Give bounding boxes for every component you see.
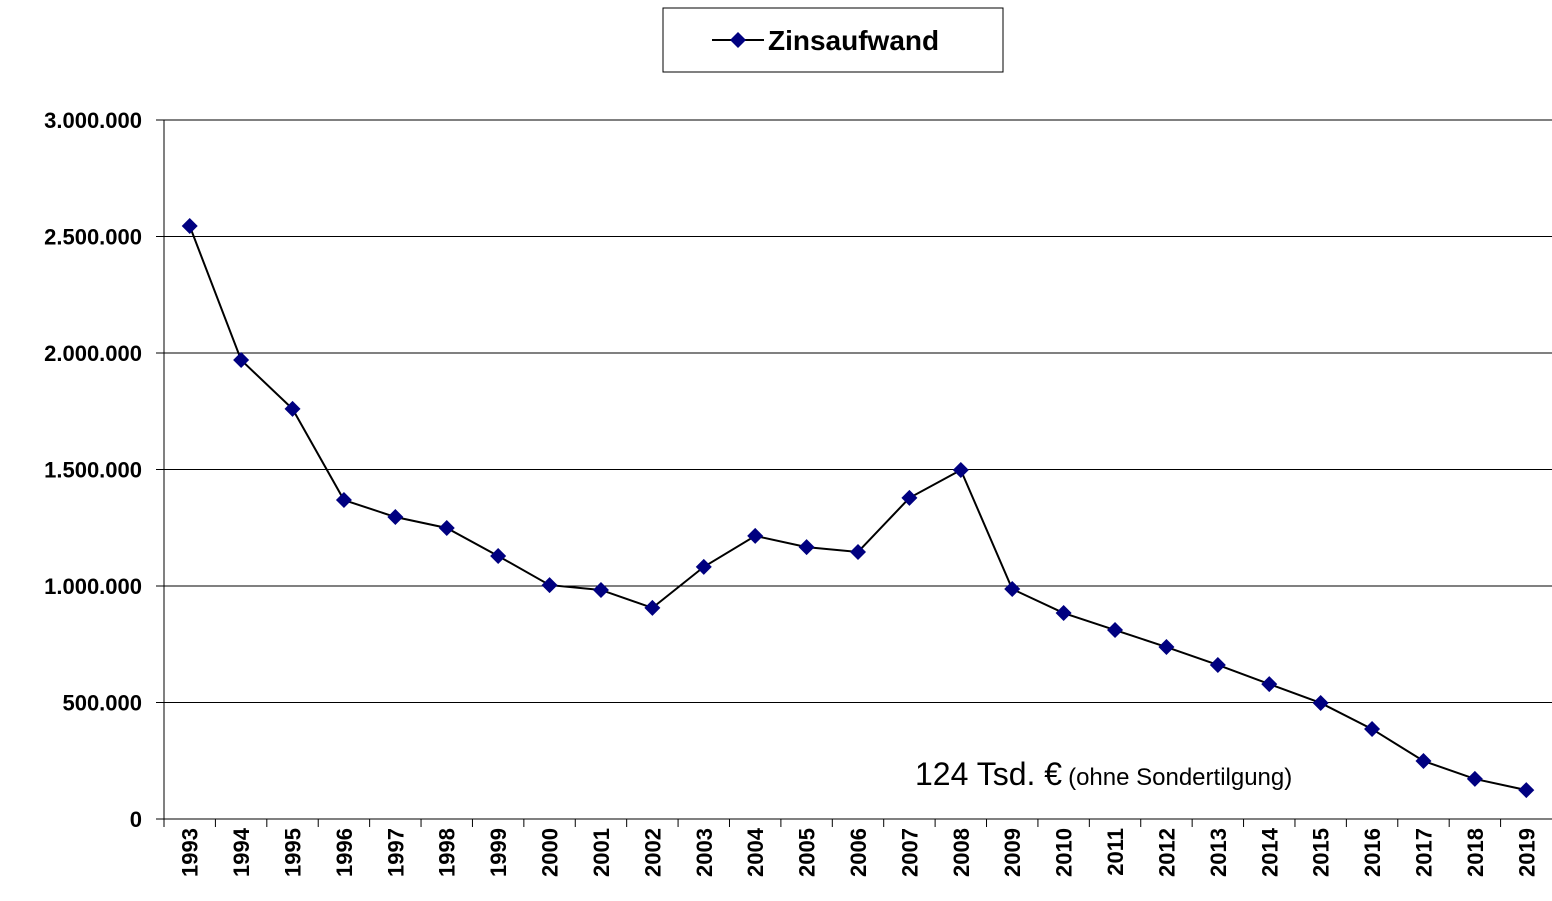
annotation-main: 124 Tsd. € [915, 756, 1062, 792]
y-tick-label: 500.000 [62, 691, 142, 716]
x-tick-label: 2014 [1257, 827, 1282, 877]
x-tick-label: 2005 [795, 828, 820, 877]
y-tick-label: 1.000.000 [44, 574, 142, 599]
data-point [1158, 639, 1175, 656]
x-tick-label: 2003 [692, 828, 717, 877]
x-tick-label: 2000 [538, 828, 563, 877]
y-tick-label: 2.000.000 [44, 341, 142, 366]
x-tick-label: 2002 [640, 828, 665, 877]
data-point [181, 218, 198, 235]
x-tick-label: 2012 [1154, 828, 1179, 877]
x-tick-label: 2017 [1411, 828, 1436, 877]
data-point [747, 527, 764, 544]
data-point [592, 581, 609, 598]
data-point [438, 519, 455, 536]
x-tick-label: 2018 [1463, 828, 1488, 877]
data-point [850, 543, 866, 560]
data-point [1004, 581, 1021, 598]
x-tick-label: 2019 [1514, 828, 1539, 877]
x-tick-label: 2001 [589, 828, 614, 877]
data-point [644, 599, 661, 616]
data-point [335, 492, 352, 509]
data-point [1364, 721, 1381, 738]
data-point [1518, 782, 1535, 799]
data-point [233, 351, 250, 368]
y-tick-label: 1.500.000 [44, 458, 142, 483]
x-tick-label: 2015 [1309, 828, 1334, 877]
data-point [490, 547, 507, 564]
x-tick-label: 1997 [383, 828, 408, 877]
x-tick-label: 1993 [178, 828, 203, 877]
data-point [541, 577, 558, 594]
data-point [1261, 676, 1278, 693]
x-tick-label: 1994 [229, 827, 254, 877]
data-point [284, 400, 301, 417]
data-point [1466, 770, 1483, 787]
data-point [1312, 694, 1329, 711]
x-tick-label: 2013 [1206, 828, 1231, 877]
data-point [1415, 752, 1432, 769]
legend-label: Zinsaufwand [768, 25, 939, 56]
x-tick-label: 2009 [1000, 828, 1025, 877]
x-tick-label: 2007 [897, 828, 922, 877]
data-point [1055, 605, 1072, 622]
data-point [952, 461, 969, 478]
data-point [1107, 622, 1124, 639]
x-tick-label: 2016 [1360, 828, 1385, 877]
x-tick-label: 2004 [743, 827, 768, 877]
legend-marker [730, 32, 746, 48]
x-tick-label: 1996 [332, 828, 357, 877]
y-tick-label: 0 [130, 807, 142, 832]
annotation-note: (ohne Sondertilgung) [1068, 764, 1292, 791]
data-point [387, 509, 404, 526]
annotation: 124 Tsd. € (ohne Sondertilgung) [915, 756, 1292, 792]
x-tick-label: 2008 [949, 828, 974, 877]
y-tick-label: 3.000.000 [44, 108, 142, 133]
data-point [1209, 656, 1226, 673]
x-tick-label: 2010 [1052, 828, 1077, 877]
data-point [798, 539, 815, 556]
data-point [695, 558, 712, 575]
y-tick-label: 2.500.000 [44, 225, 142, 250]
x-tick-label: 2011 [1103, 828, 1128, 876]
x-tick-label: 2006 [846, 828, 871, 877]
data-point [901, 489, 918, 506]
x-tick-label: 1998 [435, 828, 460, 877]
x-tick-label: 1999 [486, 828, 511, 877]
x-tick-label: 1995 [281, 828, 306, 877]
